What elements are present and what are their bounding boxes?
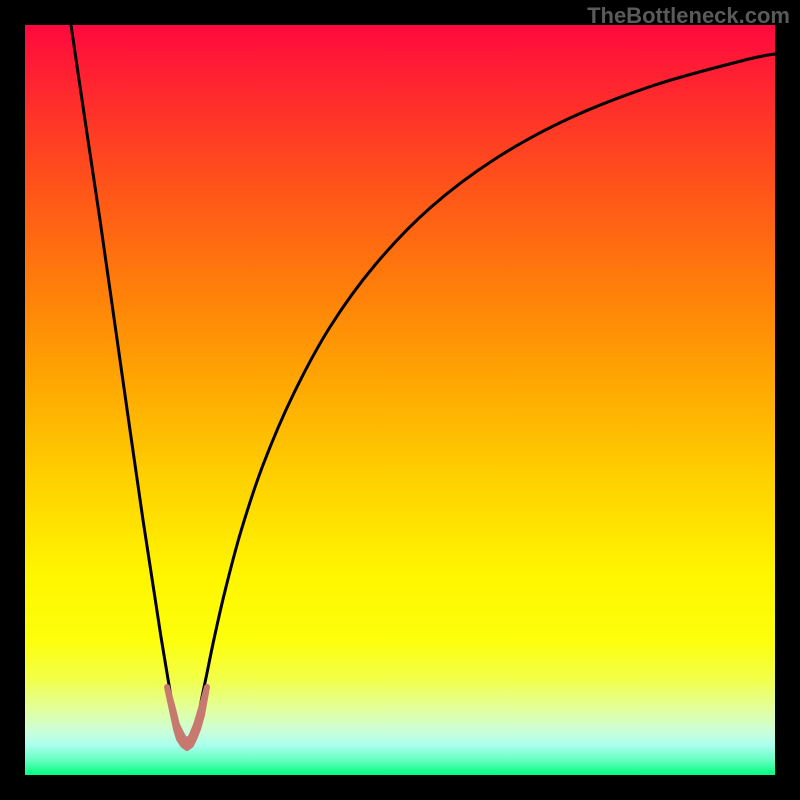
gradient-background [25,25,775,775]
plot-svg [25,25,775,775]
plot-area [25,25,775,775]
chart-frame: TheBottleneck.com [0,0,800,800]
